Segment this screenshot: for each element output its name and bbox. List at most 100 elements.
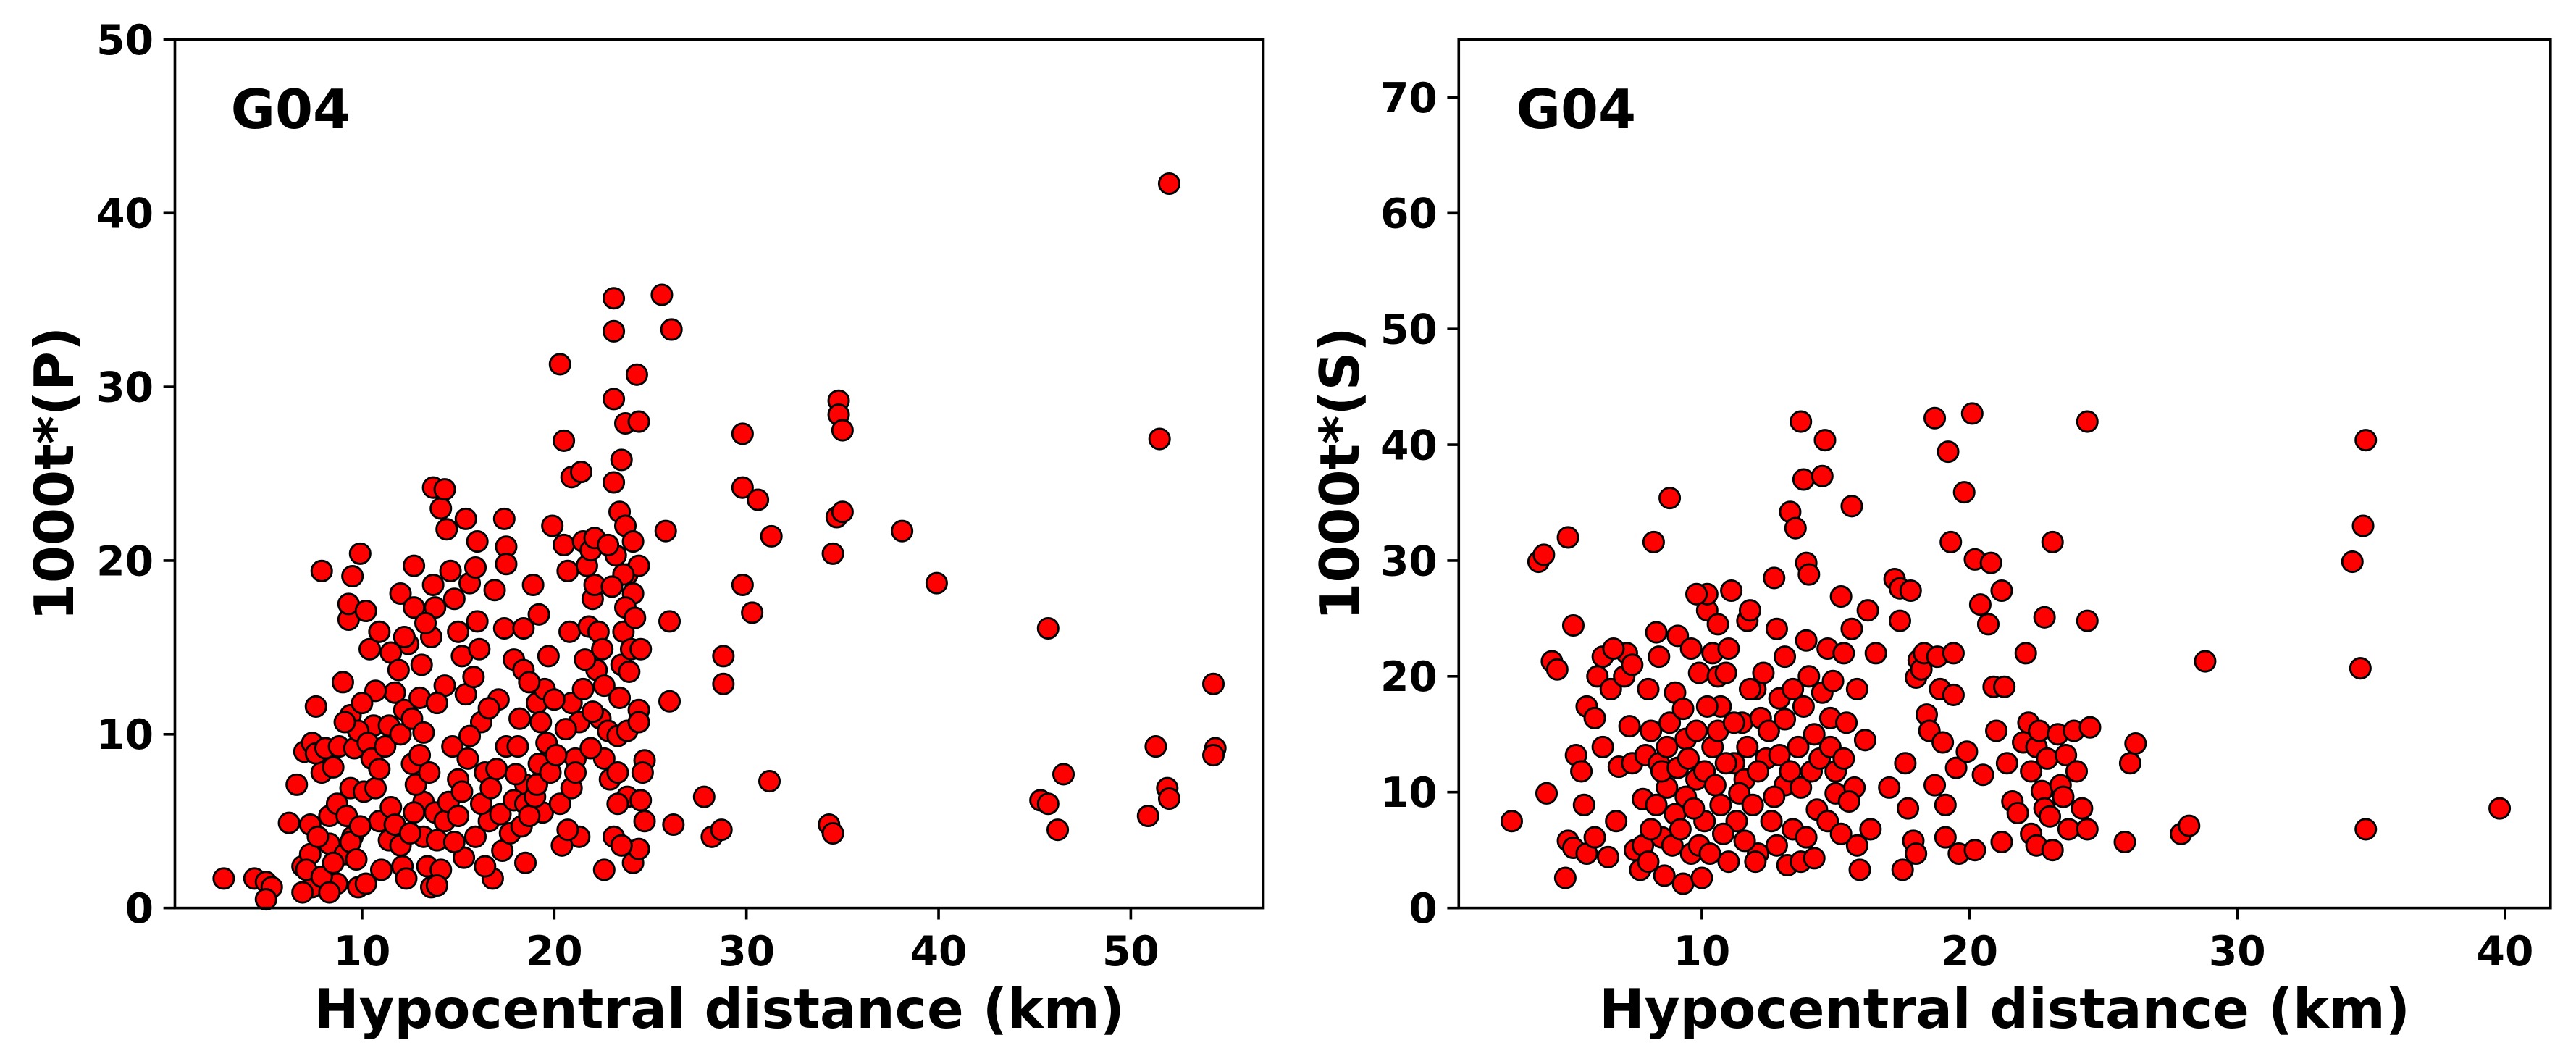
chart-panel-p: 10 20 30 40 50 0 10 20 30 40 50 G04 Hypocentral d… bbox=[23, 17, 1265, 1041]
data-point bbox=[1679, 637, 1703, 661]
data-point bbox=[2036, 747, 2059, 770]
data-point bbox=[1570, 760, 1593, 783]
data-point bbox=[291, 881, 314, 904]
axes-frame bbox=[1457, 38, 2552, 910]
data-point bbox=[1899, 579, 1922, 603]
axes-frame bbox=[173, 38, 1265, 910]
x-tick-label: 10 bbox=[1674, 928, 1731, 976]
y-tick-label: 70 bbox=[1380, 75, 1438, 122]
data-point bbox=[1637, 850, 1660, 874]
data-point bbox=[387, 658, 410, 682]
data-point bbox=[1934, 793, 1957, 816]
data-point bbox=[1144, 735, 1167, 758]
data-point bbox=[1795, 629, 1818, 652]
data-point bbox=[450, 780, 474, 803]
data-point bbox=[741, 601, 764, 624]
data-point bbox=[1666, 624, 1690, 648]
data-point bbox=[1148, 427, 1171, 451]
data-point bbox=[1741, 793, 1764, 816]
data-point bbox=[1157, 172, 1180, 195]
data-point bbox=[650, 283, 674, 306]
data-point bbox=[2351, 514, 2375, 537]
y-axis-ticks: 0 10 20 30 40 50 bbox=[96, 17, 175, 933]
data-point bbox=[1990, 579, 2013, 603]
data-point bbox=[492, 507, 516, 530]
data-point bbox=[1695, 695, 1719, 718]
data-point bbox=[1845, 677, 1868, 700]
data-point bbox=[518, 671, 541, 694]
data-point bbox=[1553, 866, 1577, 889]
x-axis-ticks: 10 20 30 40 bbox=[1674, 908, 2533, 976]
data-point bbox=[474, 855, 497, 878]
data-point bbox=[1535, 782, 1558, 805]
data-point bbox=[1640, 818, 1663, 841]
data-point bbox=[1803, 723, 1826, 746]
data-point bbox=[285, 773, 309, 796]
y-tick-label: 40 bbox=[96, 190, 154, 238]
data-point bbox=[1939, 530, 1963, 553]
data-point bbox=[553, 533, 576, 556]
data-point bbox=[1840, 617, 1863, 640]
data-point bbox=[658, 690, 681, 713]
data-point bbox=[2006, 801, 2029, 825]
data-point bbox=[831, 419, 854, 442]
data-point bbox=[2014, 642, 2037, 665]
data-point bbox=[1556, 526, 1579, 549]
y-tick-label: 30 bbox=[96, 364, 154, 412]
data-point bbox=[348, 542, 372, 565]
data-point bbox=[412, 721, 435, 744]
data-point bbox=[1840, 495, 1863, 518]
data-point bbox=[468, 637, 491, 661]
data-point bbox=[433, 478, 456, 501]
y-tick-label: 30 bbox=[1380, 537, 1438, 585]
x-axis-label: Hypocentral distance (km) bbox=[314, 978, 1125, 1041]
x-axis-label: Hypocentral distance (km) bbox=[1599, 978, 2410, 1041]
data-point bbox=[1923, 406, 1947, 430]
data-point bbox=[454, 507, 477, 530]
y-tick-label: 50 bbox=[1380, 306, 1438, 354]
data-point bbox=[1136, 804, 1159, 828]
data-point bbox=[1714, 661, 1737, 684]
y-axis-label: 1000t*(P) bbox=[23, 327, 86, 621]
data-point bbox=[1703, 774, 1727, 797]
data-point bbox=[624, 606, 647, 629]
data-point bbox=[2020, 760, 2043, 783]
data-point bbox=[760, 524, 783, 548]
data-point bbox=[2076, 609, 2099, 632]
data-point bbox=[556, 818, 579, 842]
data-point bbox=[1963, 839, 1986, 862]
data-point bbox=[492, 616, 516, 640]
data-point bbox=[1853, 729, 1876, 752]
data-point bbox=[508, 707, 532, 730]
data-point bbox=[563, 761, 587, 784]
data-point bbox=[1811, 464, 1834, 487]
data-point bbox=[553, 429, 576, 452]
x-tick-label: 10 bbox=[334, 928, 391, 976]
data-point bbox=[310, 559, 333, 582]
data-point bbox=[1677, 747, 1700, 770]
data-point bbox=[212, 867, 235, 890]
data-point bbox=[548, 792, 571, 816]
data-point bbox=[2038, 805, 2062, 828]
data-point bbox=[462, 666, 485, 689]
data-point bbox=[442, 830, 466, 854]
data-point bbox=[1944, 756, 1968, 779]
data-point bbox=[1792, 468, 1815, 491]
data-point bbox=[2349, 657, 2372, 680]
data-point bbox=[331, 671, 354, 694]
data-point bbox=[569, 461, 592, 484]
data-point bbox=[1952, 481, 1976, 504]
data-point bbox=[1046, 818, 1070, 842]
data-point bbox=[1733, 829, 1756, 853]
data-point bbox=[1201, 672, 1225, 695]
data-point bbox=[1036, 792, 1060, 816]
data-point bbox=[1763, 566, 1786, 590]
data-point bbox=[821, 821, 844, 845]
data-point bbox=[1760, 810, 1783, 833]
data-point bbox=[731, 422, 754, 445]
data-point bbox=[1717, 850, 1740, 874]
data-point bbox=[1725, 810, 1748, 833]
data-point bbox=[658, 610, 681, 633]
data-point bbox=[393, 625, 416, 649]
data-point bbox=[368, 620, 391, 643]
